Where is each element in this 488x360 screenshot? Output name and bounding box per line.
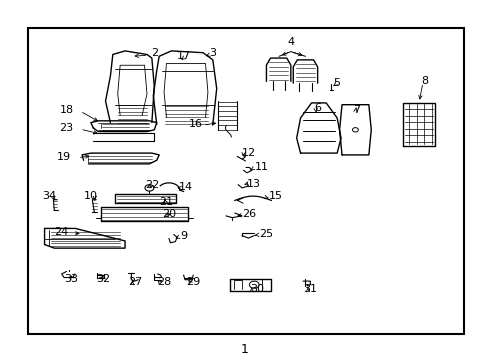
Text: 15: 15 bbox=[269, 191, 283, 201]
Text: 4: 4 bbox=[286, 37, 294, 47]
Text: 10: 10 bbox=[84, 191, 98, 201]
Text: 30: 30 bbox=[249, 284, 263, 294]
Text: 20: 20 bbox=[162, 209, 176, 219]
Text: 13: 13 bbox=[247, 179, 261, 189]
Text: 21: 21 bbox=[159, 197, 173, 207]
Text: 33: 33 bbox=[64, 274, 78, 284]
Text: 24: 24 bbox=[54, 227, 69, 237]
Text: 12: 12 bbox=[242, 148, 256, 158]
Text: 22: 22 bbox=[144, 180, 159, 190]
Text: 1: 1 bbox=[240, 343, 248, 356]
Text: 19: 19 bbox=[57, 152, 71, 162]
Text: 28: 28 bbox=[157, 277, 171, 287]
Text: 31: 31 bbox=[303, 284, 317, 294]
Text: 29: 29 bbox=[186, 277, 200, 287]
Text: 14: 14 bbox=[179, 182, 193, 192]
Bar bbox=[27, 28, 463, 334]
Text: 18: 18 bbox=[60, 105, 73, 115]
Text: 34: 34 bbox=[42, 191, 57, 201]
Text: 5: 5 bbox=[333, 78, 340, 88]
Text: 3: 3 bbox=[209, 48, 216, 58]
Text: 26: 26 bbox=[242, 209, 256, 219]
Text: 32: 32 bbox=[96, 274, 110, 284]
Text: 16: 16 bbox=[188, 120, 203, 129]
Text: 9: 9 bbox=[180, 231, 187, 240]
Text: 27: 27 bbox=[127, 277, 142, 287]
Text: 11: 11 bbox=[254, 162, 268, 172]
Text: 25: 25 bbox=[259, 229, 273, 239]
Text: 2: 2 bbox=[150, 48, 158, 58]
Text: 23: 23 bbox=[60, 123, 73, 133]
Text: 8: 8 bbox=[421, 76, 427, 86]
Text: 6: 6 bbox=[313, 103, 321, 113]
Text: 17: 17 bbox=[176, 51, 190, 61]
Text: 7: 7 bbox=[352, 105, 360, 115]
